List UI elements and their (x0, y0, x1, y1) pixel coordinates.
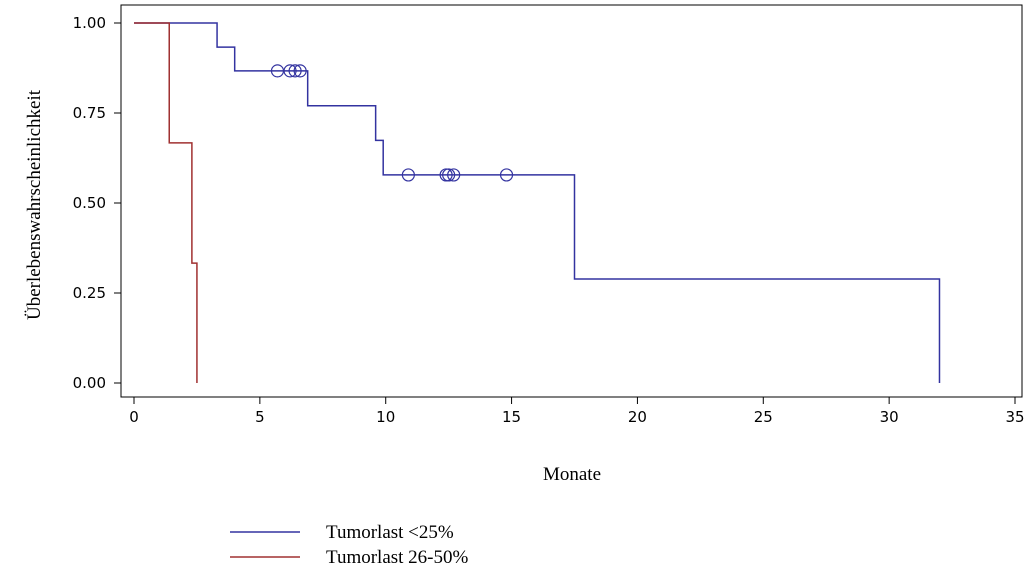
y-tick-label: 1.00 (73, 14, 106, 32)
censor-mark (442, 168, 456, 182)
x-tick-label: 30 (880, 408, 899, 426)
y-tick-label: 0.75 (73, 104, 106, 122)
y-axis-title: Überlebenswahrscheinlichkeit (24, 89, 45, 320)
x-tick-label: 20 (628, 408, 647, 426)
legend-label: Tumorlast <25% (326, 522, 454, 543)
legend-label: Tumorlast 26-50% (326, 547, 469, 568)
legend: Tumorlast <25% Tumorlast 26-50% (230, 522, 469, 568)
x-tick-label: 25 (754, 408, 773, 426)
plot-frame (120, 4, 1023, 398)
x-axis: 0 5 10 15 20 25 30 35 (129, 397, 1025, 426)
censor-mark (288, 64, 302, 78)
series-line (134, 22, 941, 383)
y-tick-label: 0.25 (73, 284, 106, 302)
x-tick-label: 10 (376, 408, 395, 426)
series-layer (134, 22, 941, 383)
censor-mark (293, 64, 307, 78)
y-axis: 0.00 0.25 0.50 0.75 1.00 (73, 14, 121, 392)
censor-mark (447, 168, 461, 182)
y-tick-label: 0.50 (73, 194, 106, 212)
censor-mark (499, 168, 514, 182)
y-tick-label: 0.00 (73, 374, 106, 392)
series-line (134, 22, 198, 383)
x-axis-title: Monate (543, 464, 601, 485)
x-tick-label: 0 (129, 408, 139, 426)
x-tick-label: 5 (255, 408, 265, 426)
censor-mark (283, 64, 297, 78)
censor-mark (401, 168, 415, 182)
x-tick-label: 35 (1005, 408, 1024, 426)
x-tick-label: 15 (502, 408, 521, 426)
